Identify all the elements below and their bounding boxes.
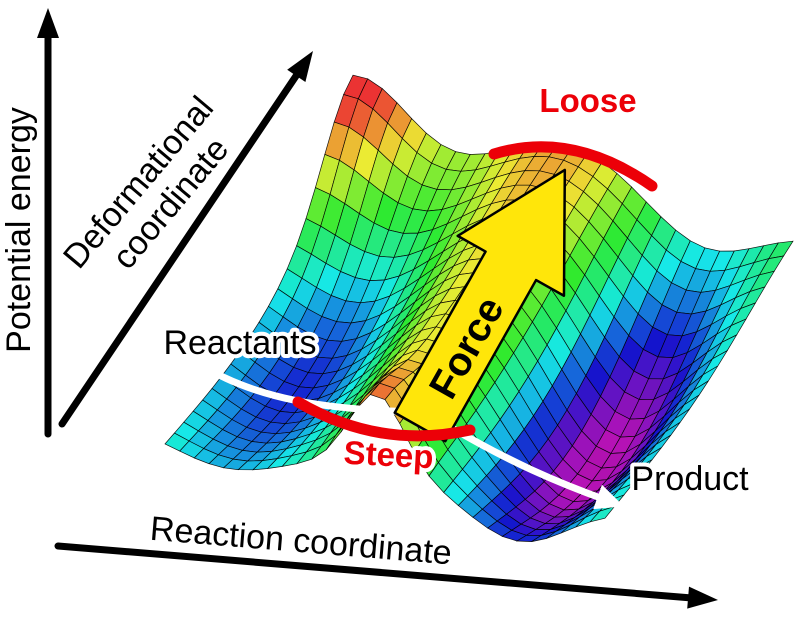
axis-line [54, 542, 696, 602]
up-arrowhead-icon [37, 8, 59, 38]
deformational-axis-label: Deformational coordinate [56, 82, 256, 300]
reaction-path-segment-2 [448, 424, 624, 510]
diagonal-arrowhead-icon [287, 51, 313, 82]
loose-label: Loose [539, 82, 636, 119]
deformational-axis [58, 51, 313, 428]
loose-arc [488, 141, 658, 192]
steep-arc [292, 396, 476, 442]
potential-energy-axis-label: Potential energy [0, 107, 38, 353]
axis-line [58, 69, 302, 428]
product-label: Product [631, 460, 749, 498]
force-arrow-shape [393, 168, 567, 443]
reaction-axis [54, 542, 718, 609]
right-arrowhead-icon [687, 586, 718, 609]
reactants-label: Reactants [163, 324, 316, 362]
steep-label: Steep [343, 434, 435, 476]
potential-energy-axis [37, 8, 59, 438]
